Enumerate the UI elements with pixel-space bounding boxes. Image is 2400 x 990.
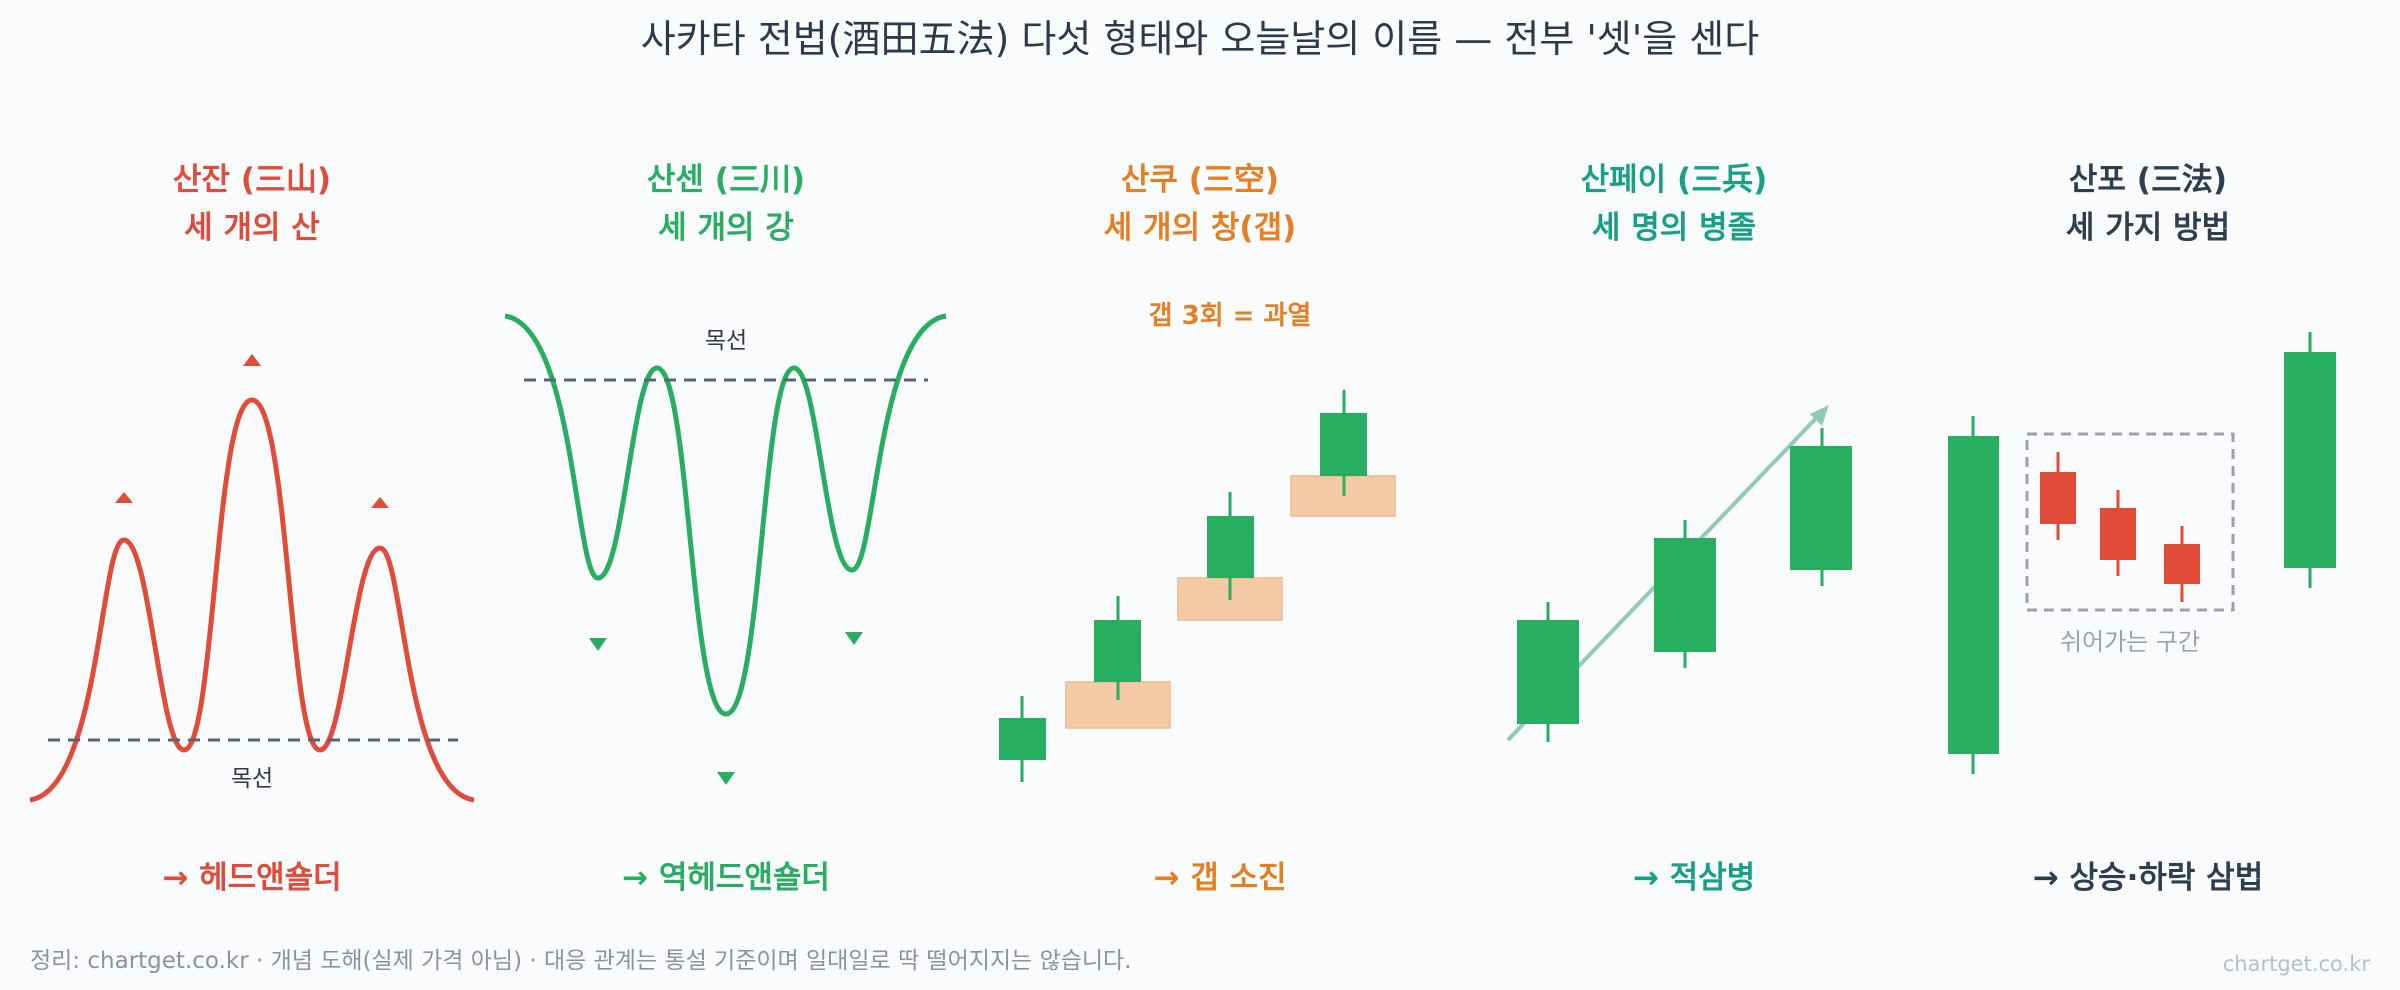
panel-sanpei: 산페이 (三兵) 세 명의 병졸 → 적삼병 — [1506, 162, 1852, 896]
panel-sanpo-title: 산포 (三法) — [2069, 162, 2227, 198]
candlestick — [999, 696, 1046, 782]
inverse-head-and-shoulders-curve — [504, 313, 947, 717]
candlestick — [2040, 452, 2076, 540]
watermark: chartget.co.kr — [2223, 952, 2371, 976]
rest-zone-box — [2025, 432, 2235, 612]
candlestick — [1948, 416, 1999, 774]
candlestick — [1207, 492, 1254, 600]
trough-marker — [717, 772, 735, 785]
head-and-shoulders-curve — [29, 397, 475, 803]
rest-zone-label: 쉬어가는 구간 — [2060, 628, 2200, 656]
panel-sansen-modern-name: → 역헤드앤숄더 — [622, 860, 830, 896]
overheat-note: 갭 3회 = 과열 — [1149, 301, 1312, 331]
panel-sanpei-title: 산페이 (三兵) — [1581, 162, 1768, 198]
panel-sanpei-modern-name: → 적삼병 — [1633, 860, 1755, 896]
panel-sanku-modern-name: → 갭 소진 — [1153, 860, 1286, 896]
panel-sanku-subtitle: 세 개의 창(갭) — [1104, 210, 1297, 246]
trough-marker — [589, 638, 607, 651]
panel-sanpo-subtitle: 세 가지 방법 — [2066, 210, 2230, 246]
peak-marker — [371, 497, 389, 508]
peak-marker — [115, 492, 133, 503]
neckline-label: 목선 — [231, 766, 273, 792]
panel-sanzan-modern-name: → 헤드앤숄더 — [162, 860, 341, 896]
panel-sansen: 산센 (三川) 세 개의 강 목선 → 역헤드앤숄더 — [504, 162, 947, 896]
panel-sansen-subtitle: 세 개의 강 — [658, 210, 794, 246]
panel-sanpo-modern-name: → 상승·하락 삼법 — [2033, 860, 2263, 896]
panel-sanpo: 산포 (三法) 세 가지 방법 쉬어가는 구간 → 상승·하락 삼법 — [1948, 162, 2336, 896]
panel-sansen-title: 산센 (三川) — [647, 162, 805, 198]
panel-sanku-title: 산쿠 (三空) — [1121, 162, 1279, 198]
candlestick — [1320, 390, 1367, 496]
panel-sanzan-subtitle: 세 개의 산 — [184, 210, 320, 246]
candlestick — [1654, 520, 1716, 668]
candlestick — [1517, 602, 1579, 742]
trough-marker — [845, 632, 863, 645]
candlestick — [1790, 428, 1852, 586]
panel-sanzan-title: 산잔 (三山) — [173, 162, 331, 198]
candlestick — [1094, 596, 1141, 700]
candlestick — [2100, 490, 2136, 576]
neckline-label: 목선 — [705, 328, 747, 354]
panel-sanpei-subtitle: 세 명의 병졸 — [1592, 210, 1756, 246]
page-title: 사카타 전법(酒田五法) 다섯 형태와 오늘날의 이름 — 전부 '셋'을 센다 — [641, 17, 1759, 61]
candlestick — [2284, 332, 2336, 588]
panel-sanku: 산쿠 (三空) 세 개의 창(갭) 갭 3회 = 과열 → 갭 소진 — [999, 162, 1396, 896]
uptrend-arrow-head — [1810, 405, 1829, 426]
panel-sanzan: 산잔 (三山) 세 개의 산 목선 → 헤드앤숄더 — [29, 162, 475, 896]
peak-marker — [243, 354, 261, 366]
footer-note: 정리: chartget.co.kr · 개념 도해(실제 가격 아님) · 대… — [30, 948, 1131, 974]
candlestick — [2164, 526, 2200, 602]
